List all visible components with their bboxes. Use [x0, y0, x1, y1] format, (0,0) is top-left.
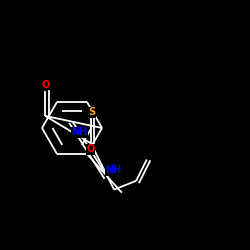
- Text: O: O: [41, 80, 50, 90]
- Text: NH: NH: [71, 127, 88, 137]
- Text: NH: NH: [106, 165, 122, 175]
- Text: O: O: [87, 144, 95, 154]
- Text: S: S: [88, 107, 96, 117]
